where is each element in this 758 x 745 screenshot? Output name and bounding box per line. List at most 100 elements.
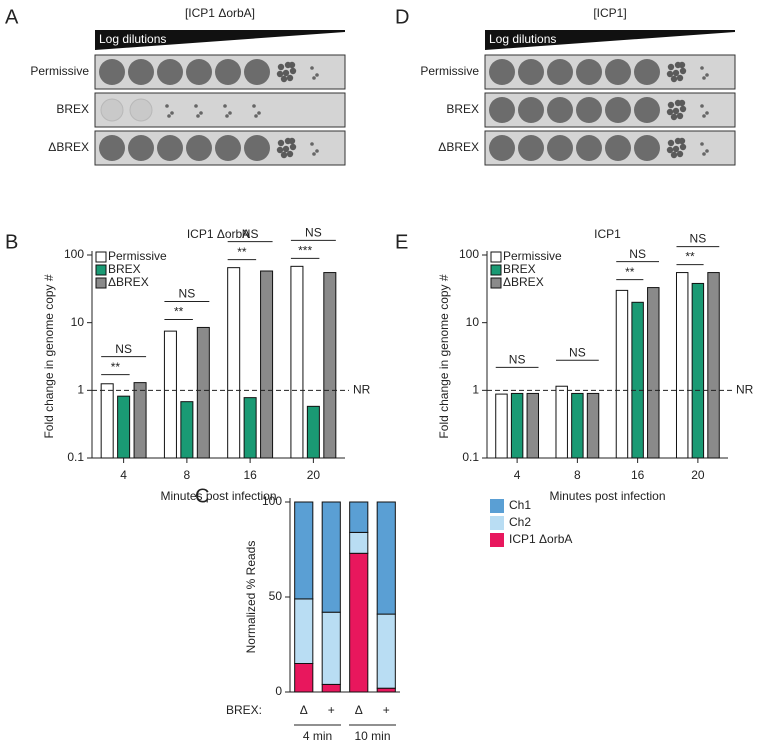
plaque-spot — [282, 69, 290, 77]
bar — [615, 289, 629, 459]
plaque-spot — [547, 135, 573, 161]
y-tick-label: 50 — [269, 589, 283, 603]
plaque-spot — [489, 135, 515, 161]
x-tick-label: 4 — [120, 468, 127, 482]
bar-segment — [376, 501, 396, 615]
plate-row-label: BREX — [56, 102, 89, 116]
bar — [290, 265, 304, 459]
plaque-spot — [225, 114, 229, 118]
plaque-spot — [288, 137, 296, 145]
plaque-spot — [670, 113, 678, 121]
significance-label: NS — [305, 226, 322, 240]
plaque-spot — [289, 67, 297, 75]
y-tick-label: 100 — [64, 247, 84, 261]
bar-segment — [349, 531, 369, 554]
bar-segment — [294, 598, 314, 665]
plaque-spot — [215, 59, 241, 85]
plaque-spot — [678, 137, 686, 145]
plaque-spot — [244, 135, 270, 161]
plaque-spot — [678, 61, 686, 69]
plaque-spot — [310, 66, 314, 70]
reference-label: NR — [353, 383, 371, 397]
significance-label: NS — [179, 287, 196, 301]
y-tick-label: 1 — [77, 383, 84, 397]
legend-swatch — [490, 516, 504, 530]
y-tick-label: 0.1 — [462, 450, 479, 464]
y-tick-label: 100 — [262, 494, 282, 508]
plaque-spot — [672, 145, 680, 153]
x-tick-label: 4 — [514, 468, 521, 482]
bar — [196, 326, 210, 459]
plaque-spot — [676, 150, 684, 158]
bar — [323, 272, 337, 459]
plate-row-label: BREX — [446, 102, 479, 116]
plate-row-label: ΔBREX — [48, 140, 89, 154]
plaque-spot — [128, 135, 154, 161]
plaque-spot — [244, 59, 270, 85]
group-label: 4 min — [303, 729, 332, 743]
plaque-spot — [280, 151, 288, 159]
x-axis-label: Minutes post infection — [160, 489, 276, 503]
plaque-spot — [679, 143, 687, 151]
legend-swatch — [490, 533, 504, 547]
reference-label: NR — [736, 383, 754, 397]
chart-title: ICP1 ΔorbA — [187, 227, 250, 241]
plaque-spot — [576, 97, 602, 123]
plaque-spot — [666, 70, 674, 78]
bar — [555, 385, 568, 459]
y-tick-label: 1 — [472, 383, 479, 397]
plate-row-label: ΔBREX — [438, 140, 479, 154]
x-tick-label: 8 — [184, 468, 191, 482]
x-axis-label: Minutes post infection — [549, 489, 665, 503]
legend-label: ΔBREX — [108, 275, 149, 289]
plaque-spot — [277, 63, 285, 71]
bar — [691, 282, 705, 459]
plaque-spot — [489, 97, 515, 123]
legend-swatch — [490, 264, 502, 276]
plaque-spot — [282, 145, 290, 153]
plaque-spot — [676, 74, 684, 82]
significance-label: ** — [111, 360, 121, 374]
plaque-spot — [199, 111, 203, 115]
bar — [180, 401, 194, 459]
legend-label: ΔBREX — [503, 275, 544, 289]
y-axis-label: Fold change in genome copy # — [42, 274, 56, 438]
plaque-spot — [186, 135, 212, 161]
bar — [243, 397, 257, 459]
significance-label: NS — [509, 353, 526, 367]
legend-swatch — [490, 277, 502, 289]
x-tick-label: + — [328, 703, 335, 717]
plaque-spot — [705, 149, 709, 153]
x-tick-label: 16 — [243, 468, 257, 482]
plaque-spot — [700, 66, 704, 70]
plaque-spot — [605, 135, 631, 161]
plaque-spot — [634, 59, 660, 85]
plate-row-label: Permissive — [30, 64, 89, 78]
plaque-spot — [99, 135, 125, 161]
legend-label: BREX — [108, 262, 141, 276]
plaque-spot — [165, 104, 169, 108]
plaque-spot — [100, 98, 124, 122]
bar — [117, 395, 131, 459]
legend-label: ICP1 ΔorbA — [509, 532, 572, 546]
plaque-spot — [254, 114, 258, 118]
plaque-spot — [576, 59, 602, 85]
plaque-spot — [157, 59, 183, 85]
plaque-spot — [289, 143, 297, 151]
plaque-spot — [605, 59, 631, 85]
bar-segment — [321, 501, 341, 613]
plaque-spot — [705, 111, 709, 115]
plaque-spot — [489, 59, 515, 85]
plate-title: [ICP1 ΔorbA] — [185, 6, 255, 20]
plaque-spot — [678, 99, 686, 107]
group-label: 10 min — [354, 729, 390, 743]
y-tick-label: 0.1 — [67, 450, 84, 464]
bar — [571, 392, 584, 459]
significance-label: *** — [298, 244, 312, 258]
plaque-spot — [547, 97, 573, 123]
chart-title: ICP1 — [594, 227, 621, 241]
bar-segment — [294, 501, 314, 600]
plaque-spot — [666, 146, 674, 154]
x-tick-label: Δ — [355, 703, 363, 717]
significance-label: ** — [625, 265, 635, 279]
